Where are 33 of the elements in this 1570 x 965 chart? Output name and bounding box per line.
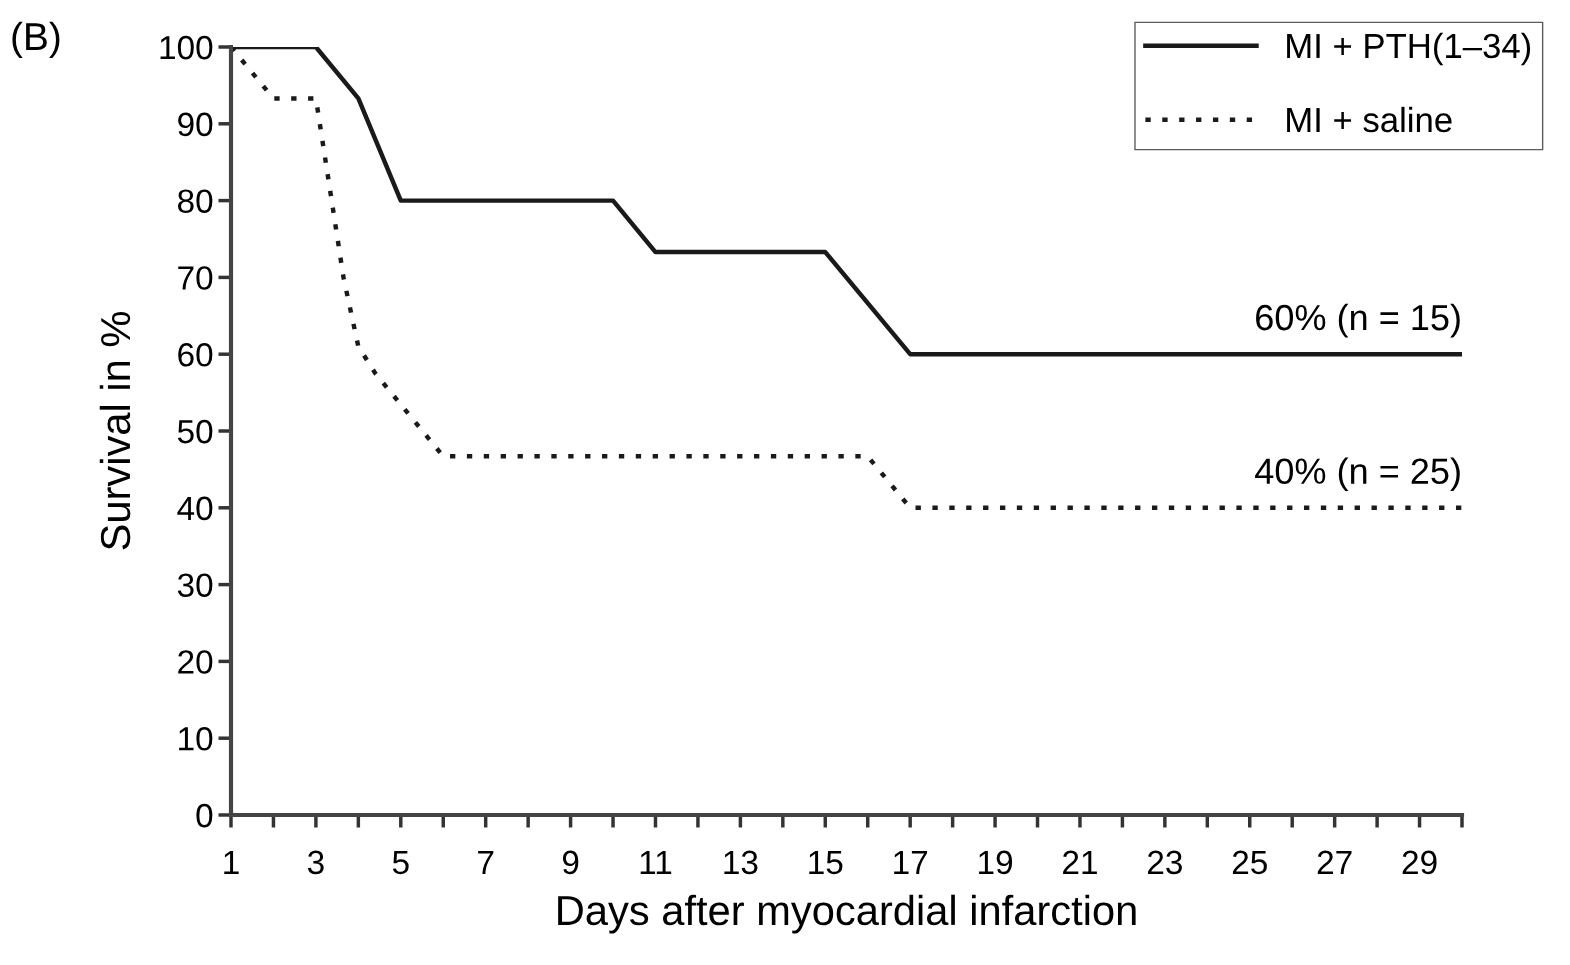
x-tick-label: 1 bbox=[224, 850, 239, 874]
y-tick-label: 40 bbox=[177, 496, 213, 521]
x-tick-label: 29 bbox=[1402, 850, 1437, 875]
y-tick-label: 90 bbox=[178, 112, 213, 137]
x-tick-label: 17 bbox=[894, 850, 928, 874]
y-tick-label: 50 bbox=[177, 419, 213, 444]
x-tick-label: 25 bbox=[1232, 850, 1267, 875]
annotation: 40% (n = 25) bbox=[1255, 457, 1460, 492]
x-tick-label: 7 bbox=[478, 850, 494, 874]
x-tick-label: 27 bbox=[1317, 850, 1352, 874]
y-tick-label: 20 bbox=[178, 650, 213, 674]
x-tick-label: 3 bbox=[307, 850, 324, 875]
y-tick-label: 70 bbox=[178, 266, 213, 290]
x-axis-title: Days after myocardial infarction bbox=[558, 894, 1136, 934]
y-tick-label: 0 bbox=[196, 803, 213, 828]
y-axis-title: Survival in % bbox=[99, 312, 131, 550]
x-tick-label: 5 bbox=[392, 850, 409, 875]
legend-label: MI + saline bbox=[1287, 106, 1452, 133]
y-tick-label: 30 bbox=[177, 573, 213, 598]
x-tick-label: 15 bbox=[809, 850, 843, 875]
x-tick-label: 19 bbox=[979, 850, 1013, 875]
legend-label: MI + PTH(1–34) bbox=[1287, 32, 1531, 66]
annotation: 60% (n = 15) bbox=[1256, 303, 1460, 338]
y-tick-label: 80 bbox=[178, 189, 213, 214]
text: (B) bbox=[12, 21, 60, 59]
y-tick-label: 10 bbox=[179, 727, 213, 751]
x-tick-label: 11 bbox=[640, 850, 672, 874]
x-tick-label: 21 bbox=[1063, 850, 1097, 874]
y-tick-label: 60 bbox=[178, 343, 213, 367]
x-tick-label: 13 bbox=[724, 850, 758, 875]
x-tick-label: 9 bbox=[562, 850, 579, 875]
x-tick-label: 23 bbox=[1148, 850, 1182, 875]
y-tick-label: 100 bbox=[160, 35, 213, 60]
